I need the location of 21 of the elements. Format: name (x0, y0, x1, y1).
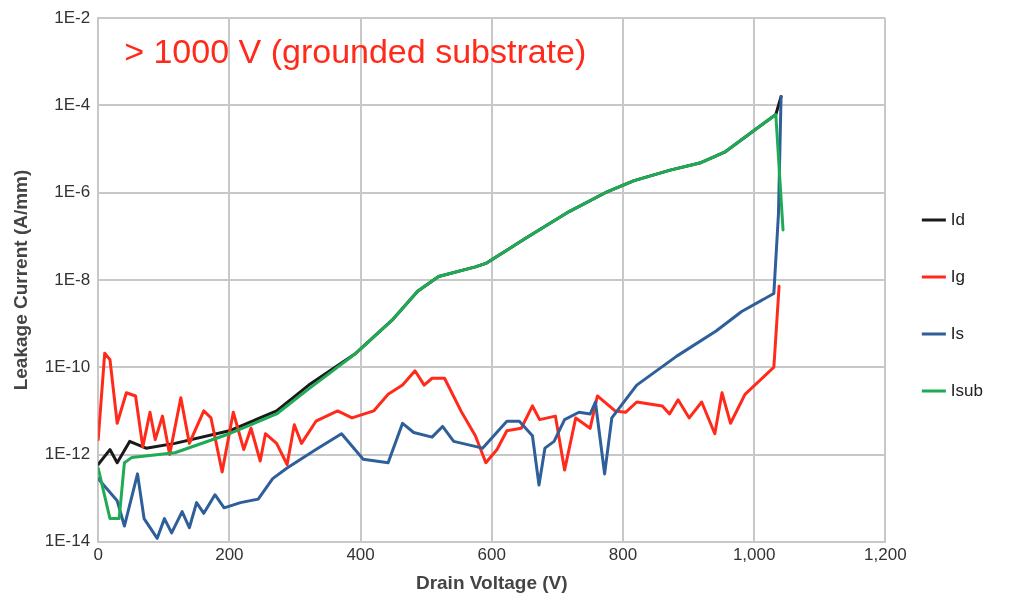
x-tick-label: 1,000 (732, 544, 776, 564)
annotation: > 1000 V (grounded substrate) (124, 31, 587, 70)
y-axis-title: Leakage Current (A/mm) (9, 169, 31, 391)
x-tick-label: 600 (477, 544, 506, 564)
legend-label: Ig (950, 266, 966, 286)
x-tick-label: 800 (608, 544, 638, 564)
legend-label: Isub (950, 380, 984, 400)
x-tick-label: 0 (93, 544, 103, 564)
x-tick-label: 200 (215, 544, 244, 564)
x-tick-label: 400 (346, 544, 375, 564)
legend-label: Id (950, 209, 966, 229)
y-tick-label: 1E-12 (44, 444, 91, 464)
y-tick-label: 1E-8 (54, 269, 91, 289)
y-tick-label: 1E-4 (54, 95, 91, 115)
legend-label: Is (950, 323, 965, 343)
x-axis-title: Drain Voltage (V) (415, 571, 568, 593)
y-tick-label: 1E-10 (44, 356, 91, 376)
x-tick-label: 1,200 (864, 544, 907, 564)
y-tick-label: 1E-2 (54, 7, 91, 27)
y-tick-label: 1E-14 (44, 531, 91, 551)
y-tick-label: 1E-6 (54, 182, 91, 202)
